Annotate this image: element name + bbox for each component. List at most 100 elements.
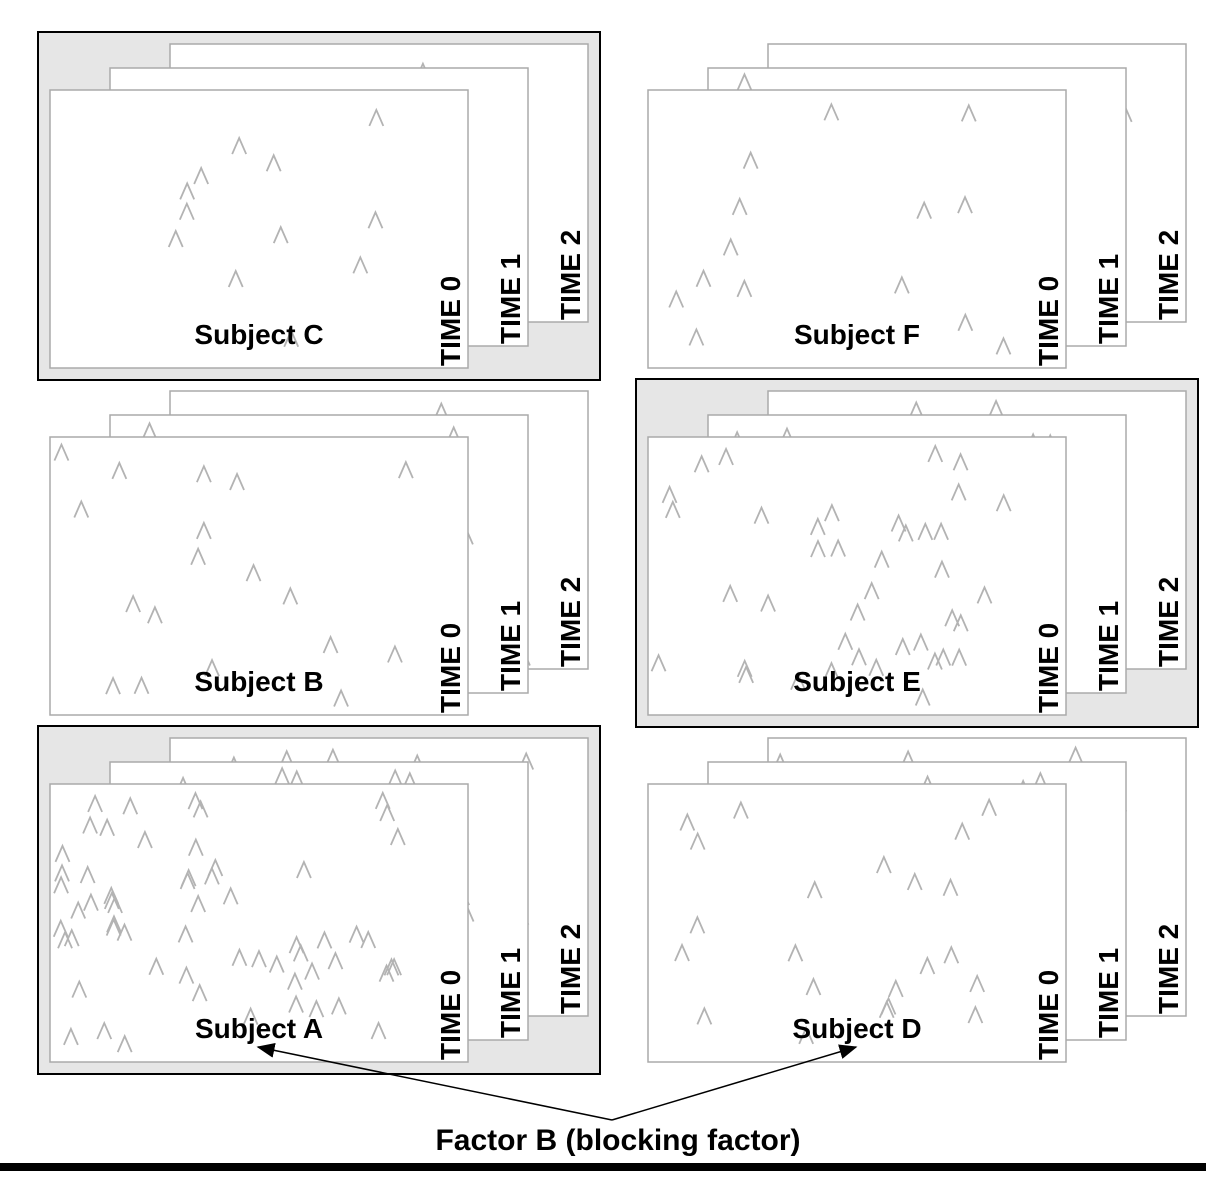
- caret: [265, 152, 282, 172]
- caret: [274, 766, 290, 785]
- caret: [283, 328, 300, 348]
- subject-label: Subject B: [194, 666, 323, 697]
- caret: [325, 747, 341, 767]
- caret: [99, 817, 115, 837]
- caret: [790, 671, 806, 691]
- caret: [976, 585, 993, 604]
- caret: [178, 965, 195, 984]
- caret: [272, 224, 289, 244]
- caret: [650, 653, 667, 672]
- caret: [352, 255, 369, 274]
- time-label: TIME 2: [555, 924, 586, 1014]
- caret: [103, 885, 120, 905]
- caret: [387, 644, 403, 663]
- caret: [960, 103, 977, 122]
- caret: [916, 200, 933, 219]
- caret: [133, 675, 150, 695]
- caret: [390, 826, 406, 846]
- caret: [242, 1006, 259, 1025]
- time-label: TIME 2: [1153, 577, 1184, 667]
- caret: [908, 400, 925, 419]
- caret: [733, 800, 749, 819]
- caret: [851, 646, 867, 666]
- caret: [54, 843, 71, 863]
- caret: [689, 831, 706, 850]
- caret: [873, 549, 890, 568]
- caret: [995, 336, 1012, 355]
- caret: [191, 982, 208, 1002]
- caret: [103, 890, 120, 910]
- caret: [722, 237, 739, 256]
- caret: [333, 688, 349, 707]
- caret: [116, 922, 133, 941]
- caret: [231, 135, 247, 155]
- caret: [943, 945, 960, 964]
- caret: [661, 484, 678, 504]
- sheet: [647, 436, 1067, 716]
- caret: [876, 854, 892, 874]
- caret: [383, 957, 400, 976]
- caret: [880, 996, 897, 1015]
- caret: [367, 210, 384, 229]
- caret: [227, 268, 244, 288]
- caret: [689, 915, 706, 934]
- caret: [360, 929, 377, 949]
- caret: [116, 1033, 133, 1053]
- caret: [398, 459, 414, 479]
- caret: [952, 452, 969, 471]
- caret: [245, 562, 262, 582]
- caret: [137, 829, 153, 849]
- caret: [824, 502, 840, 522]
- caret: [368, 107, 385, 127]
- caret: [760, 593, 776, 612]
- time-label: TIME 0: [1033, 276, 1064, 366]
- caret: [179, 870, 196, 890]
- subject-label: Subject D: [792, 1013, 921, 1044]
- caret: [944, 608, 961, 627]
- caret: [141, 421, 158, 440]
- caret: [742, 150, 759, 169]
- caret: [897, 523, 914, 542]
- time-label: TIME 0: [1033, 623, 1064, 713]
- caret: [188, 837, 204, 857]
- caret: [179, 201, 195, 221]
- caret: [823, 102, 840, 121]
- caret: [849, 602, 866, 621]
- caret: [105, 917, 122, 936]
- caret: [96, 1020, 113, 1040]
- caret: [282, 586, 299, 605]
- caret: [914, 687, 931, 706]
- panel: TIME 2 TIME 1 TIME 0 Subject B: [49, 390, 589, 716]
- caret: [988, 398, 1004, 418]
- caret: [327, 950, 344, 970]
- caret: [798, 1025, 814, 1045]
- caret: [894, 275, 910, 294]
- caret: [679, 812, 696, 831]
- caret: [106, 914, 122, 933]
- caret: [738, 664, 754, 684]
- sheet: [647, 89, 1067, 369]
- caret: [688, 327, 705, 346]
- time-label: TIME 0: [435, 623, 466, 713]
- caret: [196, 520, 212, 540]
- caret: [810, 538, 826, 558]
- caret: [668, 289, 685, 308]
- caret: [913, 632, 929, 651]
- caret: [917, 521, 934, 541]
- caret: [809, 516, 826, 536]
- caret: [370, 1020, 387, 1040]
- arrow: [256, 1042, 613, 1121]
- caret: [736, 658, 753, 678]
- caret: [906, 871, 923, 891]
- arrow: [611, 1044, 858, 1121]
- caret: [934, 559, 950, 578]
- time-label: TIME 2: [1153, 924, 1184, 1014]
- caret: [722, 583, 739, 603]
- caret: [179, 181, 196, 200]
- caret: [348, 924, 365, 943]
- caret: [1067, 745, 1084, 764]
- caret: [736, 278, 753, 298]
- caret: [981, 797, 997, 817]
- caret: [693, 454, 710, 473]
